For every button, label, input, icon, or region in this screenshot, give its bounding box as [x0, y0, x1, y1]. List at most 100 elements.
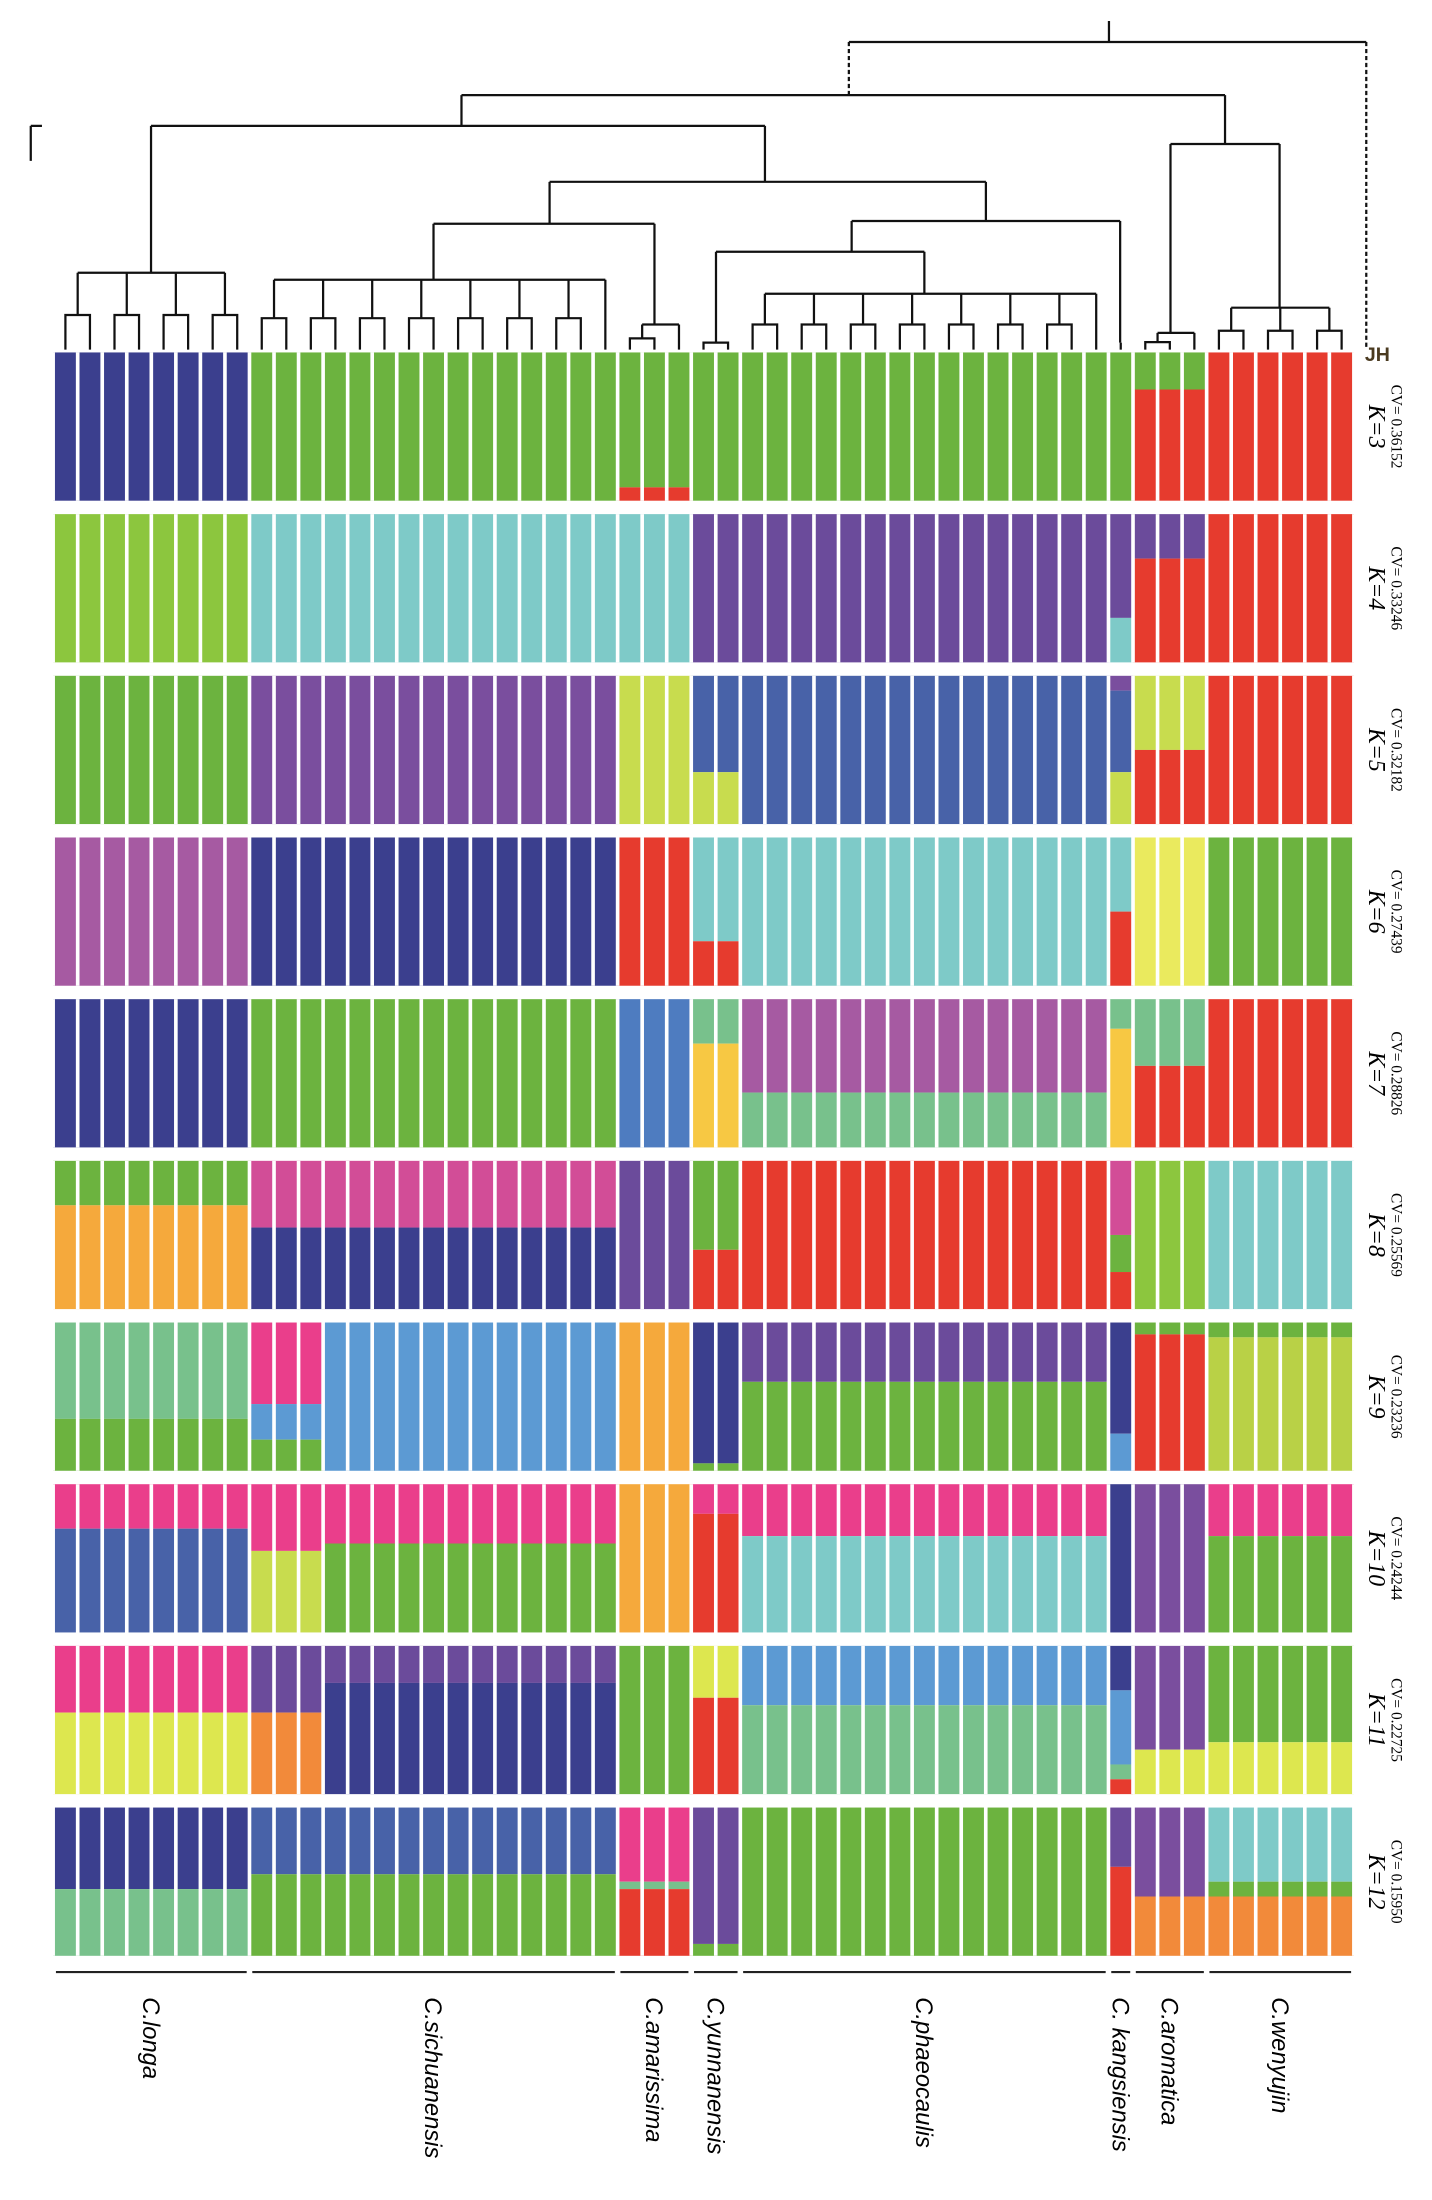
- admixture-segment: [1108, 1779, 1134, 1795]
- dendrogram-leaves: [1144, 331, 1196, 350]
- species-label: C.sichuanensis: [419, 1997, 446, 2158]
- admixture-segment: [1133, 389, 1207, 501]
- admixture-segment: [617, 1322, 692, 1471]
- corner-label: JH: [1365, 344, 1390, 366]
- admixture-segment: [249, 675, 618, 825]
- k-label: K=12: [1363, 1853, 1389, 1910]
- admixture-segment: [249, 1439, 324, 1471]
- admixture-segment: [1108, 1645, 1134, 1691]
- admixture-segment: [617, 675, 692, 825]
- cv-label: CV= 0.28826: [1387, 1031, 1404, 1115]
- admixture-segment: [617, 1484, 692, 1633]
- admixture-segment: [740, 999, 1109, 1093]
- admixture-segment: [1133, 1334, 1207, 1471]
- admixture-segment: [740, 1322, 1109, 1382]
- dendrogram-leaves: [1217, 306, 1343, 350]
- admixture-segment: [249, 1712, 324, 1795]
- cv-label: CV= 0.23236: [1387, 1355, 1404, 1439]
- dendrogram-leaves: [628, 323, 681, 350]
- admixture-segment: [1133, 514, 1207, 559]
- admixture-segment: [1108, 911, 1134, 986]
- admixture-segment: [617, 1807, 692, 1882]
- admixture-segment: [740, 352, 1109, 501]
- admixture-segment: [1133, 675, 1207, 750]
- admixture-segment: [617, 514, 692, 663]
- admixture-segment: [1108, 837, 1134, 912]
- dendrogram-leaves: [260, 278, 607, 350]
- admixture-segment: [249, 1322, 324, 1405]
- admixture-segment: [740, 1536, 1109, 1633]
- admixture-segment: [249, 1404, 324, 1440]
- admixture-segment: [249, 514, 618, 663]
- dendrogram-branches: [29, 20, 1367, 343]
- k-label: K=5: [1363, 727, 1389, 772]
- k-label: K=11: [1363, 1692, 1389, 1747]
- dendrogram-leaves: [702, 341, 730, 350]
- admixture-segment: [617, 999, 692, 1148]
- admixture-segment: [740, 837, 1109, 986]
- admixture-segment: [1133, 1807, 1207, 1897]
- admixture-segment: [249, 1645, 324, 1713]
- admixture-segment: [1108, 999, 1134, 1029]
- admixture-segment: [1108, 1322, 1134, 1434]
- admixture-segment: [617, 487, 692, 501]
- admixture-segment: [249, 1227, 618, 1310]
- admixture-segment: [740, 675, 1109, 825]
- admixture-segment: [1108, 352, 1134, 501]
- admixture-segment: [249, 1550, 324, 1633]
- admixture-segment: [1108, 1484, 1134, 1633]
- k-label: K=6: [1363, 889, 1389, 934]
- admixture-segment: [249, 1874, 618, 1956]
- species-label: C.phaeocaulis: [910, 1997, 937, 2148]
- admixture-segment: [1108, 1764, 1134, 1780]
- admixture-segment: [1108, 1866, 1134, 1956]
- admixture-segment: [617, 1160, 692, 1310]
- admixture-segment: [1108, 514, 1134, 618]
- dendrogram-leaves: [751, 292, 1098, 350]
- admixture-segment: [1133, 1322, 1207, 1335]
- k-label: K=10: [1363, 1529, 1389, 1586]
- admixture-segment: [1133, 352, 1207, 390]
- admixture-segment: [740, 1092, 1109, 1148]
- dendrogram-leaves: [64, 271, 239, 350]
- admixture-segment: [740, 1645, 1109, 1706]
- cv-label: CV= 0.33246: [1387, 546, 1404, 630]
- admixture-segment: [617, 837, 692, 986]
- admixture-segment: [1108, 617, 1134, 663]
- admixture-segment: [740, 514, 1109, 663]
- admixture-segment: [740, 1160, 1109, 1310]
- admixture-segment: [1133, 1160, 1207, 1310]
- dendrogram-dashed: [847, 41, 1368, 350]
- admixture-segment: [617, 1881, 692, 1890]
- admixture-segment: [617, 1645, 692, 1795]
- admixture-segment: [1108, 1272, 1134, 1310]
- admixture-segment: [1108, 1160, 1134, 1235]
- admixture-segment: [740, 1381, 1109, 1471]
- admixture-segment: [1108, 690, 1134, 773]
- cv-label: CV= 0.24244: [1387, 1516, 1404, 1600]
- admixture-segment: [1108, 1807, 1134, 1867]
- k-label: K=7: [1363, 1050, 1389, 1096]
- species-label: C.wenyujin: [1266, 1997, 1293, 2113]
- k-label: K=3: [1363, 404, 1389, 449]
- admixture-segment: [617, 1889, 692, 1956]
- k-label: K=8: [1363, 1212, 1389, 1257]
- admixture-segment: [617, 352, 692, 488]
- species-label: C.amarissima: [640, 1997, 667, 2142]
- admixture-segment: [1133, 749, 1207, 825]
- cv-label: CV= 0.15950: [1387, 1840, 1404, 1924]
- admixture-segment: [1108, 1234, 1134, 1273]
- cv-label: CV= 0.25569: [1387, 1193, 1404, 1277]
- admixture-segment: [249, 1484, 324, 1551]
- admixture-segment: [1108, 1028, 1134, 1148]
- admixture-segment: [1108, 772, 1134, 825]
- admixture-segment: [1133, 837, 1207, 986]
- species-label: C.yunnanensis: [701, 1997, 728, 2154]
- admixture-segment: [1133, 558, 1207, 663]
- k-label: K=9: [1363, 1374, 1389, 1419]
- species-label: C.longa: [137, 1997, 164, 2079]
- admixture-segment: [249, 1807, 618, 1875]
- admixture-segment: [1108, 1433, 1134, 1471]
- admixture-segment: [1133, 1645, 1207, 1750]
